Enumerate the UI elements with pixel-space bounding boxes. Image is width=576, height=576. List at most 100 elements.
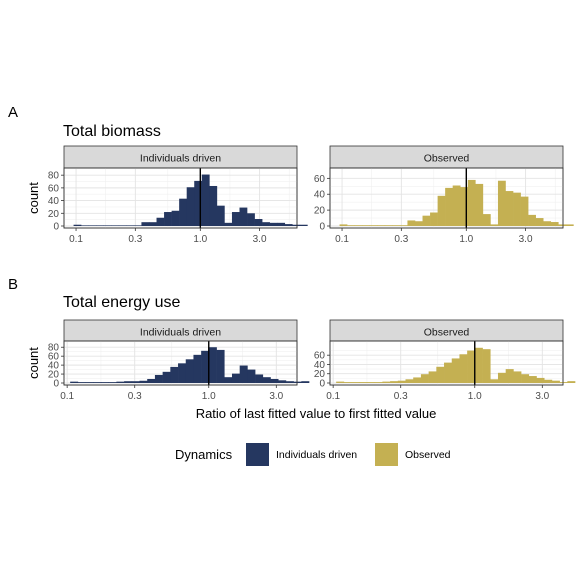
histogram-bar (336, 381, 345, 383)
y-tick-label: 20 (314, 369, 326, 380)
histogram-bar (513, 371, 522, 383)
histogram-bar (186, 187, 195, 226)
histogram-bar (301, 381, 310, 383)
histogram-bar (93, 382, 102, 383)
histogram-bar (209, 185, 218, 226)
y-tick-label: 40 (314, 190, 326, 201)
histogram-bar (239, 365, 248, 383)
histogram-bar (422, 215, 431, 226)
histogram-bar (382, 381, 391, 383)
histogram-bar (343, 382, 352, 383)
y-tick-label: 0 (319, 222, 325, 233)
histogram-bar (108, 382, 117, 383)
histogram-bar (444, 362, 453, 383)
x-tick-label: 3.0 (253, 234, 267, 245)
histogram-bar (139, 380, 148, 383)
histogram-bar (359, 382, 368, 383)
histogram-bar (270, 378, 279, 383)
histogram-bar (428, 371, 437, 383)
histogram-bar (436, 366, 445, 383)
x-tick-label: 0.3 (394, 234, 408, 245)
histogram-bar (505, 369, 514, 383)
histogram-bar (133, 225, 142, 226)
histogram-bar (154, 374, 163, 383)
histogram-bar (347, 225, 355, 226)
y-tick-label: 0 (53, 222, 59, 233)
histogram-bar (474, 347, 483, 383)
histogram-bar (550, 222, 559, 226)
histogram-bar (467, 350, 476, 383)
histogram-bar (170, 366, 179, 383)
y-tick-label: 80 (48, 171, 60, 182)
histogram-bar (164, 212, 172, 226)
y-tick-label: 60 (314, 351, 326, 362)
x-tick-label: 3.0 (269, 391, 283, 402)
histogram-bar (277, 222, 286, 226)
legend-label-observed: Observed (405, 449, 451, 461)
panel-letter-b: B (8, 276, 18, 293)
histogram-bar (103, 225, 112, 226)
legend-key-observed (375, 443, 398, 466)
x-tick-label: 1.0 (193, 234, 207, 245)
histogram-bar (354, 225, 363, 226)
histogram-bar (293, 381, 302, 383)
histogram-bar (536, 377, 545, 383)
y-tick-label: 20 (48, 370, 60, 381)
histogram-bar (535, 218, 544, 226)
histogram-bar (459, 354, 468, 383)
histogram-bar (156, 217, 165, 226)
histogram-bar (366, 382, 375, 383)
histogram-bar (224, 377, 233, 383)
histogram-bar (285, 381, 294, 383)
histogram-bar (405, 379, 414, 383)
histogram-bar (414, 221, 423, 226)
histogram-bar (292, 224, 301, 226)
histogram-bar (147, 378, 156, 383)
histogram-bar (299, 224, 308, 226)
histogram-bar (126, 225, 135, 226)
panel-border (329, 167, 564, 229)
histogram-bar (224, 222, 233, 226)
histogram-bar (85, 382, 94, 383)
histogram-bar (111, 225, 120, 226)
y-tick-label: 60 (314, 174, 326, 185)
histogram-bar (544, 379, 553, 383)
histogram-bar (185, 359, 194, 383)
panel-border (63, 340, 298, 386)
histogram-bar (558, 224, 567, 226)
histogram-bar (255, 374, 264, 383)
histogram-bar (413, 377, 422, 383)
histogram-bar (193, 354, 202, 383)
histogram-bar (460, 187, 469, 226)
histogram-bar (171, 210, 180, 226)
panel-letter-a: A (8, 104, 18, 121)
facet-strip-label: Individuals driven (140, 327, 221, 339)
histogram-bar (528, 376, 537, 383)
histogram-bar (528, 214, 536, 226)
histogram-bar (351, 382, 360, 383)
y-tick-label: 0 (53, 379, 59, 390)
y-tick-label: 20 (48, 209, 60, 220)
x-tick-label: 0.1 (326, 391, 340, 402)
histogram-bar (567, 381, 576, 383)
histogram-bar (374, 382, 383, 383)
x-axis-title: Ratio of last fitted value to first fitt… (196, 406, 437, 421)
y-tick-label: 60 (48, 183, 60, 194)
histogram-bar (437, 195, 446, 226)
y-tick-label: 80 (48, 343, 60, 354)
histogram-bar (254, 219, 263, 226)
chart-title-total-energy-use: Total energy use (63, 294, 181, 311)
y-tick-label: 0 (319, 379, 325, 390)
histogram-bar (520, 196, 529, 226)
histogram-bar (216, 205, 225, 226)
panel-border (63, 167, 298, 229)
legend-key-individuals-driven (246, 443, 269, 466)
histogram-bar (118, 225, 127, 226)
y-axis-title: count (26, 347, 41, 379)
histogram-bar (116, 381, 125, 383)
histogram-bar (397, 380, 406, 383)
y-tick-label: 20 (314, 206, 326, 217)
x-tick-label: 3.0 (519, 234, 533, 245)
histogram-bar (445, 187, 453, 226)
